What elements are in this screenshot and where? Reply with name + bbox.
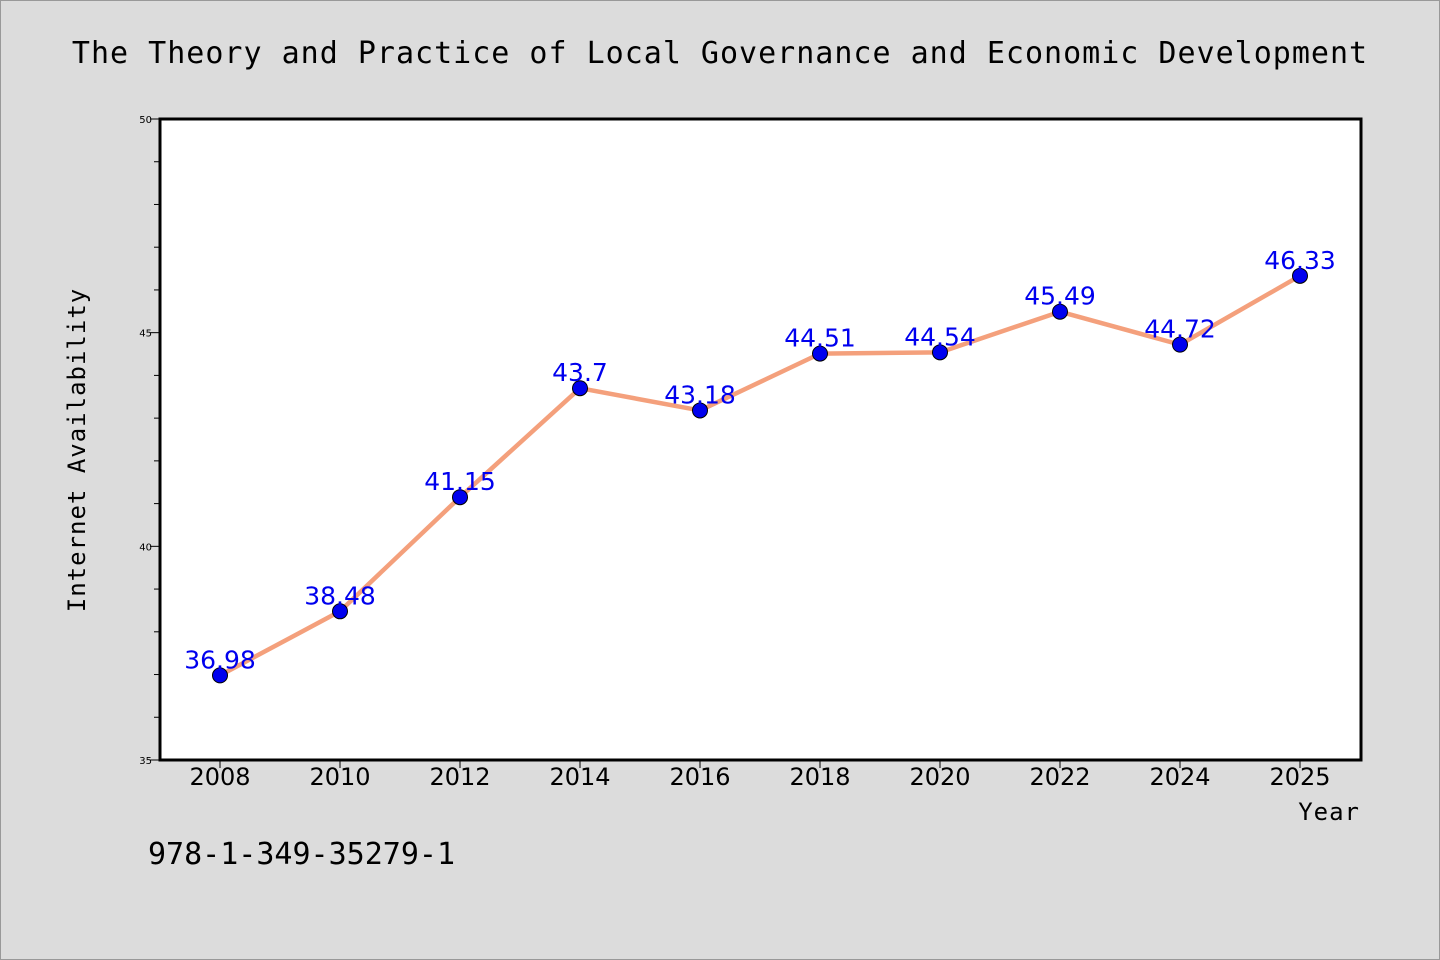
data-point [1172, 336, 1188, 353]
data-label: 43.7 [552, 358, 608, 387]
y-axis-ticks: 35 40 45 50 [139, 115, 160, 767]
data-point [1292, 267, 1308, 284]
data-point [572, 380, 588, 397]
chart-title: The Theory and Practice of Local Governa… [72, 36, 1368, 71]
series-line [217, 273, 1303, 678]
data-point [332, 603, 348, 620]
data-label: 43.18 [664, 380, 736, 409]
x-tick-label: 2022 [1029, 763, 1090, 791]
data-label: 46.33 [1264, 246, 1336, 275]
data-point [812, 345, 828, 362]
x-tick-label: 2016 [669, 763, 730, 791]
x-axis-ticks: 2008 2010 2012 2014 2016 2018 2020 2022 2024 2025 [189, 760, 1331, 791]
x-tick-label: 2014 [549, 763, 610, 791]
data-label: 41.15 [424, 467, 496, 496]
y-tick-label: 45 [139, 329, 152, 340]
data-label: 38.48 [304, 581, 376, 610]
y-tick-label: 50 [139, 115, 152, 126]
x-axis-label: Year [1298, 798, 1360, 826]
isbn-text: 978-1-349-35279-1 [148, 837, 455, 872]
data-point [452, 489, 468, 506]
y-tick-label: 35 [139, 756, 152, 767]
x-tick-label: 2024 [1149, 763, 1210, 791]
data-label: 36.98 [184, 645, 256, 674]
data-labels: 36.98 38.48 41.15 43.7 43.18 44.51 44.54 45.49 4… [184, 246, 1336, 675]
data-point [1052, 303, 1068, 320]
x-tick-label: 2018 [789, 763, 850, 791]
x-tick-label: 2008 [189, 763, 250, 791]
x-tick-label: 2025 [1269, 763, 1330, 791]
data-label: 45.49 [1024, 282, 1096, 311]
data-point [932, 344, 948, 361]
data-label: 44.54 [904, 322, 976, 351]
y-axis-label: Internet Availability [63, 288, 91, 612]
data-point [212, 667, 228, 684]
x-tick-label: 2010 [309, 763, 370, 791]
x-tick-label: 2020 [909, 763, 970, 791]
series-layer [212, 267, 1308, 684]
data-point [692, 402, 708, 419]
x-tick-label: 2012 [429, 763, 490, 791]
data-label: 44.72 [1144, 315, 1216, 344]
y-tick-label: 40 [139, 542, 152, 553]
plot-area [158, 117, 1363, 762]
data-label: 44.51 [784, 324, 856, 353]
